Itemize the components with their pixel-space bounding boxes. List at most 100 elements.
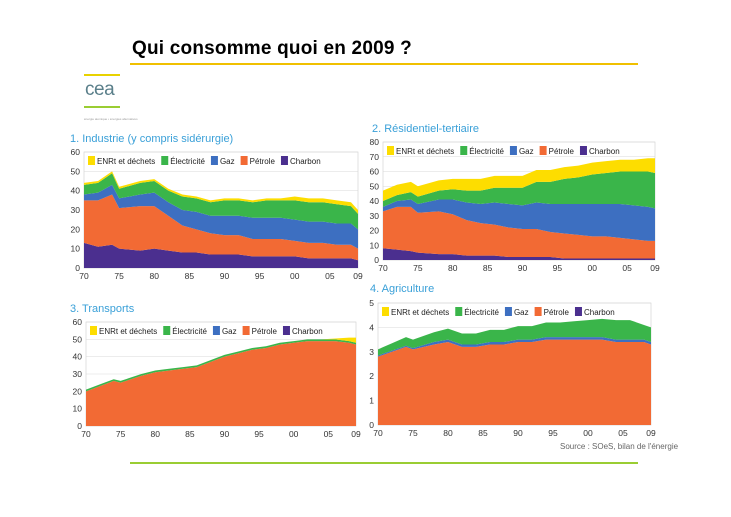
- x-tick-label: 70: [79, 271, 89, 281]
- y-tick-label: 20: [370, 226, 380, 236]
- chart-1: 1. Industrie (y compris sidérurgie) 0 10 20…: [70, 133, 363, 281]
- legend-swatch: [382, 307, 389, 316]
- area-series-ptrole: [86, 341, 356, 426]
- legend-label: Électricité: [469, 147, 504, 156]
- y-tick-label: 70: [370, 152, 380, 162]
- y-tick-label: 0: [374, 255, 379, 265]
- x-tick-label: 80: [448, 263, 458, 273]
- logo-top-bar: [84, 74, 120, 76]
- legend-swatch: [504, 307, 512, 316]
- legend-label: Charbon: [584, 308, 615, 317]
- x-tick-label: 09: [650, 263, 660, 273]
- slide-title: Qui consomme quoi en 2009 ?: [132, 38, 412, 59]
- y-tick-label: 4: [369, 322, 374, 332]
- x-tick-label: 75: [116, 429, 126, 439]
- chart-title: 2. Résidentiel-tertiaire: [372, 123, 479, 135]
- x-tick-label: 00: [583, 428, 593, 438]
- legend-label: Gaz: [222, 327, 237, 336]
- legend-label: Pétrole: [549, 147, 575, 156]
- chart-title: 3. Transports: [70, 303, 135, 315]
- y-tick-label: 5: [369, 298, 374, 308]
- x-tick-label: 80: [150, 429, 160, 439]
- y-tick-label: 1: [369, 396, 374, 406]
- logo-tagline: énergie atomique • énergies alternatives: [84, 117, 138, 121]
- legend-label: ENRt et déchets: [97, 157, 155, 166]
- legend-swatch: [88, 156, 95, 165]
- legend-label: Pétrole: [252, 327, 278, 336]
- legend-swatch: [455, 307, 463, 316]
- legend-label: Pétrole: [544, 308, 570, 317]
- y-tick-label: 20: [73, 386, 83, 396]
- y-tick-label: 50: [73, 334, 83, 344]
- x-tick-label: 00: [290, 271, 300, 281]
- y-tick-label: 10: [370, 240, 380, 250]
- chart-2: 2. Résidentiel-tertiaire 0 10 20 30 40 50 60 70 8…: [370, 123, 660, 273]
- legend-swatch: [161, 156, 169, 165]
- legend-swatch: [163, 326, 171, 335]
- x-tick-label: 90: [518, 263, 528, 273]
- chart-3: 3. Transports 0 10 20 30 40 50 60 70 75 80 85 90 95 00…: [70, 303, 361, 439]
- x-tick-label: 05: [324, 429, 334, 439]
- x-tick-label: 05: [618, 428, 628, 438]
- legend-swatch: [574, 307, 582, 316]
- x-tick-label: 09: [351, 429, 361, 439]
- y-tick-label: 3: [369, 347, 374, 357]
- area-series-charbon: [383, 248, 655, 260]
- area-series-charbon: [84, 242, 358, 268]
- x-tick-label: 70: [373, 428, 383, 438]
- legend-label: ENRt et déchets: [391, 308, 449, 317]
- y-tick-label: 10: [73, 404, 83, 414]
- chart-title: 1. Industrie (y compris sidérurgie): [70, 133, 233, 145]
- x-tick-label: 95: [548, 428, 558, 438]
- legend-swatch: [539, 146, 547, 155]
- cea-logo: cea: [84, 74, 124, 116]
- area-series-ptrole: [84, 194, 358, 261]
- area-series-ptrole: [378, 339, 651, 425]
- footer-rule: [130, 462, 638, 464]
- legend-label: ENRt et déchets: [99, 327, 157, 336]
- y-tick-label: 60: [73, 317, 83, 327]
- x-tick-label: 80: [150, 271, 160, 281]
- y-tick-label: 30: [71, 205, 81, 215]
- legend-label: Charbon: [292, 327, 323, 336]
- x-tick-label: 75: [413, 263, 423, 273]
- chart-4: 4. Agriculture 0 1 2 3 4 5 70 75 80 85 90 95 00 05 09 EN…: [369, 283, 656, 438]
- y-tick-label: 10: [71, 244, 81, 254]
- x-tick-label: 90: [220, 271, 230, 281]
- legend-label: Gaz: [514, 308, 529, 317]
- legend-swatch: [579, 146, 587, 155]
- area-series-lectricit: [383, 171, 655, 209]
- legend-label: Charbon: [589, 147, 620, 156]
- legend-label: ENRt et déchets: [396, 147, 454, 156]
- source-note: Source : SOeS, bilan de l'énergie: [560, 442, 679, 451]
- legend-swatch: [212, 326, 220, 335]
- y-tick-label: 80: [370, 137, 380, 147]
- y-tick-label: 50: [370, 181, 380, 191]
- x-tick-label: 85: [185, 429, 195, 439]
- x-tick-label: 95: [254, 429, 264, 439]
- x-tick-label: 09: [353, 271, 363, 281]
- x-tick-label: 95: [255, 271, 265, 281]
- area-series-gaz: [378, 337, 651, 357]
- x-tick-label: 09: [646, 428, 656, 438]
- x-tick-label: 95: [553, 263, 563, 273]
- legend-label: Charbon: [290, 157, 321, 166]
- y-tick-label: 2: [369, 371, 374, 381]
- legend-swatch: [242, 326, 250, 335]
- y-tick-label: 40: [370, 196, 380, 206]
- area-series-enrtetdchets: [383, 158, 655, 201]
- legend-swatch: [90, 326, 97, 335]
- y-tick-label: 30: [73, 369, 83, 379]
- legend-swatch: [387, 146, 394, 155]
- legend-label: Électricité: [464, 308, 499, 317]
- y-tick-label: 40: [71, 186, 81, 196]
- x-tick-label: 90: [513, 428, 523, 438]
- y-tick-label: 0: [75, 263, 80, 273]
- legend-swatch: [534, 307, 542, 316]
- x-tick-label: 75: [408, 428, 418, 438]
- y-tick-label: 50: [71, 166, 81, 176]
- legend-label: Gaz: [519, 147, 534, 156]
- title-underline: [130, 63, 638, 65]
- y-tick-label: 60: [370, 167, 380, 177]
- x-tick-label: 85: [483, 263, 493, 273]
